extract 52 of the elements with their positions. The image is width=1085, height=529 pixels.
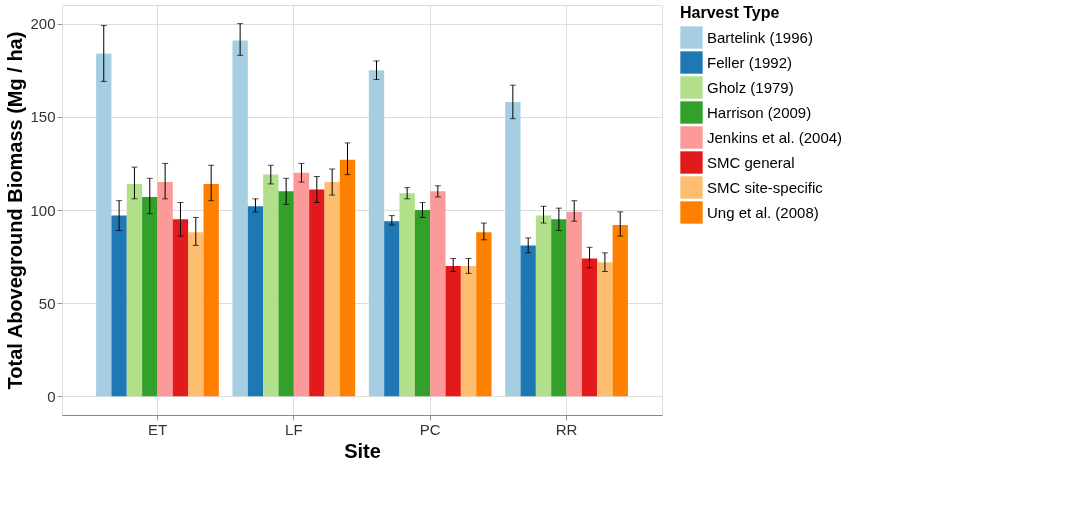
bar <box>566 211 582 397</box>
bar <box>203 183 219 397</box>
bar <box>157 182 173 397</box>
y-tick-label: 50 <box>38 294 56 312</box>
bar <box>188 232 204 397</box>
y-axis-title: Total Aboveground Biomass (Mg / ha) <box>4 31 27 390</box>
bar <box>111 215 127 397</box>
x-tick-label: ET <box>147 420 168 438</box>
bar <box>278 191 294 397</box>
bar <box>581 258 598 397</box>
legend-label: Gholz (1979) <box>707 78 794 96</box>
legend-title: Harvest Type <box>680 4 780 21</box>
bar <box>551 219 567 397</box>
x-tick-label: RR <box>555 420 578 438</box>
legend-label: Ung et al. (2008) <box>707 203 819 221</box>
x-tick-label: PC <box>419 420 441 438</box>
bar <box>384 221 400 397</box>
bar <box>399 193 415 397</box>
bar <box>368 70 385 397</box>
bar <box>505 101 521 397</box>
bar <box>612 224 628 397</box>
bar <box>247 206 264 397</box>
bar <box>126 183 143 397</box>
bar <box>339 159 356 397</box>
bar <box>520 245 536 397</box>
legend-label: SMC general <box>707 153 795 171</box>
bar <box>142 196 158 397</box>
y-tick-label: 0 <box>47 387 56 405</box>
bar <box>172 219 189 397</box>
legend-label: SMC site-specific <box>707 178 824 196</box>
legend-label: Harrison (2009) <box>707 103 812 121</box>
legend-label: Feller (1992) <box>707 53 793 71</box>
bar <box>414 210 431 397</box>
bar <box>232 40 248 397</box>
legend-label: Bartelink (1996) <box>707 28 813 46</box>
bar <box>597 262 613 397</box>
bar <box>535 215 552 397</box>
bar <box>445 265 461 397</box>
bar <box>263 174 279 397</box>
bar <box>460 265 477 397</box>
bar <box>96 53 112 397</box>
bar <box>293 172 310 397</box>
bar <box>430 191 446 397</box>
legend-label: Jenkins et al. (2004) <box>707 128 843 146</box>
y-tick-label: 100 <box>30 201 56 219</box>
y-tick-label: 150 <box>30 108 56 126</box>
bar <box>309 189 325 397</box>
y-tick-label: 200 <box>30 15 56 33</box>
x-axis-title: Site <box>344 439 381 462</box>
bar <box>324 182 340 397</box>
bar <box>476 232 492 397</box>
x-tick-label: LF <box>285 420 303 438</box>
